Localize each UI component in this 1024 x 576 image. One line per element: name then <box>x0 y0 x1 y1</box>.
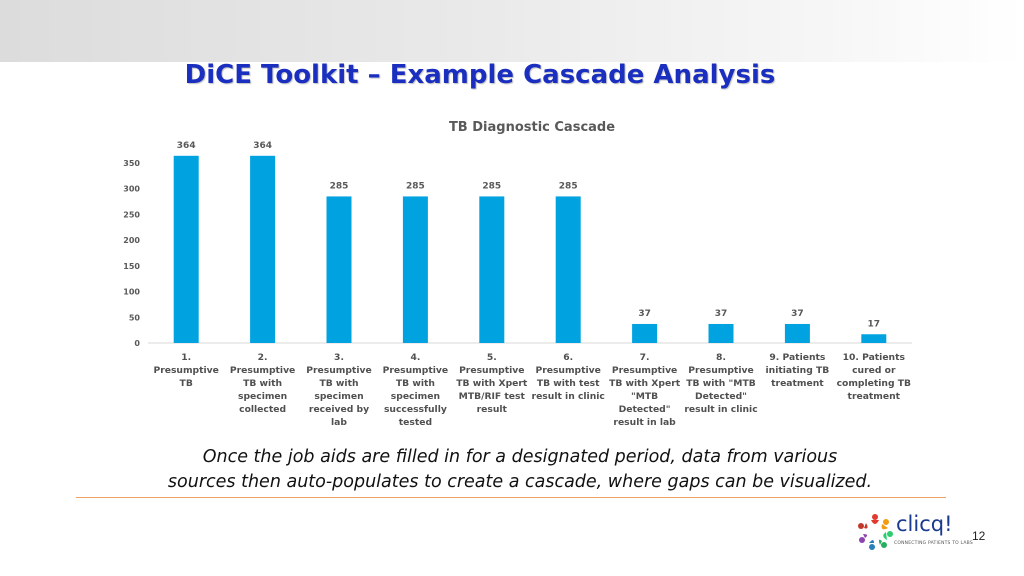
data-label: 364 <box>177 141 196 151</box>
x-category-label-line: TB <box>179 378 193 389</box>
y-tick-label: 200 <box>123 236 140 245</box>
bar <box>250 155 276 343</box>
x-category-label-line: 5. <box>486 352 497 363</box>
x-category-label: 9. Patients initiating TB treatment <box>758 351 836 390</box>
data-label: 285 <box>482 181 501 191</box>
data-label: 285 <box>330 181 349 191</box>
y-tick-label: 250 <box>123 210 140 219</box>
x-category-label-line: TB with test <box>536 378 600 389</box>
y-tick-label: 150 <box>123 262 140 271</box>
tb-cascade-chart: TB Diagnostic Cascade 0 50 100 150 200 250 300 3… <box>123 120 912 348</box>
x-category-label-line: TB with <box>395 378 435 389</box>
x-category-label: 7. Presumptive TB with Xpert "MTB Detected" r… <box>606 351 684 429</box>
data-label: 37 <box>638 309 651 319</box>
x-category-label-line: collected <box>239 404 287 415</box>
x-category-label-line: successfully <box>383 404 447 415</box>
y-tick-label: 100 <box>123 288 140 297</box>
bar <box>479 196 505 343</box>
page-number: 12 <box>972 529 986 543</box>
x-category-label: 8. Presumptive TB with "MTB Detected" result… <box>682 351 760 416</box>
logo-wordmark: clicq! <box>896 512 953 536</box>
x-category-label-line: received by <box>308 404 370 415</box>
x-category-label-line: initiating TB <box>765 365 830 376</box>
x-category-label-line: 7. <box>639 352 650 363</box>
logo-tagline: CONNECTING PATIENTS TO LABS <box>894 541 973 546</box>
x-category-label-line: 2. <box>257 352 268 363</box>
x-category-label-line: 10. Patients <box>842 352 905 363</box>
x-category-label-line: TB with Xpert <box>456 378 528 389</box>
x-category-label-line: 4. <box>410 352 421 363</box>
x-category-label-line: result in clinic <box>684 404 758 415</box>
x-category-label-line: result <box>476 404 507 415</box>
x-category-label: 1. Presumptive TB <box>147 351 225 390</box>
caption-line-2: sources then auto-populates to create a … <box>167 472 873 492</box>
x-category-label-line: lab <box>331 417 347 428</box>
data-label: 17 <box>868 319 881 329</box>
x-category-label: 6. Presumptive TB with test result in clini… <box>529 351 607 403</box>
x-category-label-line: specimen <box>390 391 440 402</box>
data-label: 37 <box>715 309 728 319</box>
x-category-label-line: 9. Patients <box>769 352 826 363</box>
x-category-label-line: result in clinic <box>531 391 605 402</box>
x-category-label-line: 1. <box>181 352 192 363</box>
x-category-label-line: Detected" <box>695 391 747 402</box>
x-category-label-line: 6. <box>563 352 574 363</box>
slide-caption: Once the job aids are filled in for a de… <box>70 445 970 495</box>
x-category-label-line: Presumptive <box>535 365 601 376</box>
x-category-label: 3. Presumptive TB with specimen received by l… <box>300 351 378 429</box>
x-category-label-line: treatment <box>771 378 824 389</box>
data-label: 37 <box>791 309 804 319</box>
footer-divider <box>76 497 946 498</box>
x-category-label-line: Presumptive <box>688 365 754 376</box>
x-category-label-line: 8. <box>716 352 726 363</box>
bar <box>632 323 658 343</box>
chart-title: TB Diagnostic Cascade <box>449 120 615 135</box>
data-label: 285 <box>406 181 425 191</box>
x-category-label-line: treatment <box>847 391 901 402</box>
bar <box>326 196 352 343</box>
y-tick-label: 300 <box>123 185 140 194</box>
x-category-label-line: Presumptive <box>382 365 449 376</box>
x-category-label-line: "MTB <box>630 391 659 402</box>
x-category-label-line: tested <box>398 417 433 428</box>
x-category-label-line: Detected" <box>618 404 671 415</box>
x-category-label: 2. Presumptive TB with specimen collected <box>224 351 302 416</box>
x-category-label-line: Presumptive <box>611 365 678 376</box>
x-category-label-line: TB with "MTB <box>686 378 756 389</box>
clicq-logo: clicq! CONNECTING PATIENTS TO LABS <box>856 512 973 552</box>
x-category-label-line: 3. <box>334 352 344 363</box>
data-label: 285 <box>559 181 578 191</box>
x-category-label-line: MTB/RIF test <box>458 391 525 402</box>
x-category-label-line: specimen <box>237 391 288 402</box>
x-category-label-line: TB with <box>319 378 359 389</box>
clicq-people-icon <box>858 514 893 550</box>
y-tick-label: 50 <box>129 313 141 322</box>
x-category-label-line: Presumptive <box>153 365 219 376</box>
x-category-label: 10. Patients cured or completing TB treatme… <box>835 351 913 403</box>
x-category-label-line: result in lab <box>613 417 676 428</box>
x-category-label-line: cured or <box>852 365 896 376</box>
x-category-label-line: TB with <box>243 378 283 389</box>
title-band <box>0 0 1024 62</box>
x-category-label-line: Presumptive <box>459 365 525 376</box>
bar <box>708 323 734 343</box>
bar <box>173 155 199 343</box>
bar <box>861 334 887 343</box>
x-category-label: 4. Presumptive TB with specimen successfully… <box>376 351 454 429</box>
x-category-label-line: Presumptive <box>229 365 296 376</box>
data-label: 364 <box>253 141 272 151</box>
x-category-label-line: Presumptive <box>306 365 372 376</box>
x-category-label-line: TB with Xpert <box>609 378 681 389</box>
x-category-label-line: specimen <box>314 391 364 402</box>
x-category-label: 5. Presumptive TB with Xpert MTB/RIF test re… <box>453 351 531 416</box>
bar <box>555 196 581 343</box>
y-tick-label: 350 <box>123 159 140 168</box>
y-tick-label: 0 <box>134 339 140 348</box>
caption-line-1: Once the job aids are filled in for a de… <box>202 447 838 467</box>
slide-title: DiCE Toolkit – Example Cascade Analysis <box>184 60 776 90</box>
bar <box>402 196 428 343</box>
x-category-label-line: completing TB <box>836 378 911 389</box>
bar <box>784 323 810 343</box>
